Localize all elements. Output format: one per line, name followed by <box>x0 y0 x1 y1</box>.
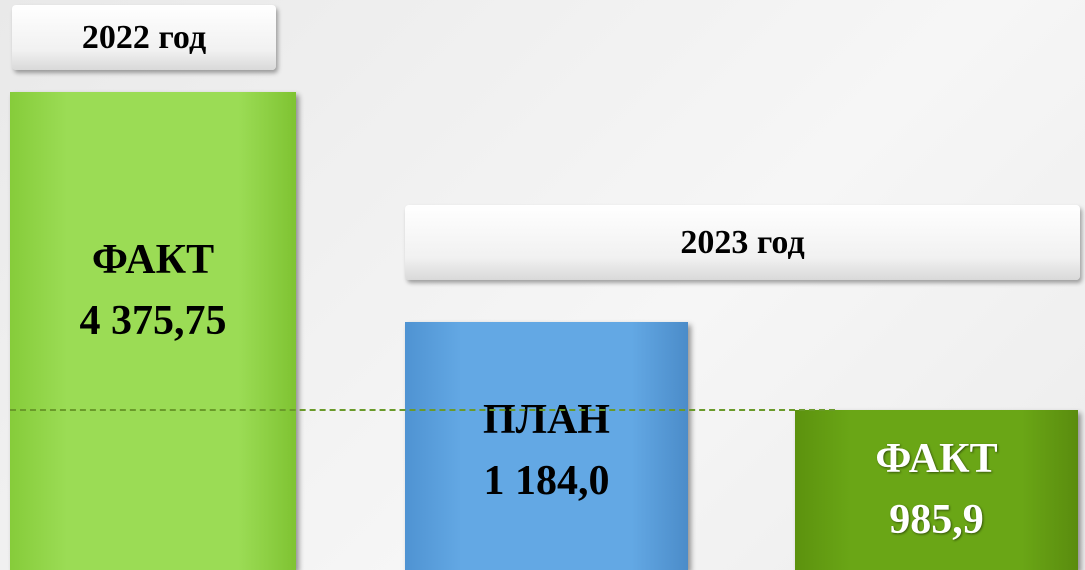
fact-2023-block: ФАКТ 985,9 <box>795 410 1078 570</box>
block-label: ПЛАН <box>483 397 610 444</box>
header-2022: 2022 год <box>12 5 276 70</box>
block-value: 1 184,0 <box>483 458 610 504</box>
block-label: ФАКТ <box>91 237 215 284</box>
header-2023: 2023 год <box>405 205 1080 280</box>
block-label: ФАКТ <box>875 436 998 483</box>
block-value: 985,9 <box>889 497 984 543</box>
plan-2023-block: ПЛАН 1 184,0 <box>405 322 688 570</box>
dashed-line <box>10 409 835 411</box>
block-value: 4 375,75 <box>79 298 227 344</box>
fact-2022-block: ФАКТ 4 375,75 <box>10 92 296 570</box>
